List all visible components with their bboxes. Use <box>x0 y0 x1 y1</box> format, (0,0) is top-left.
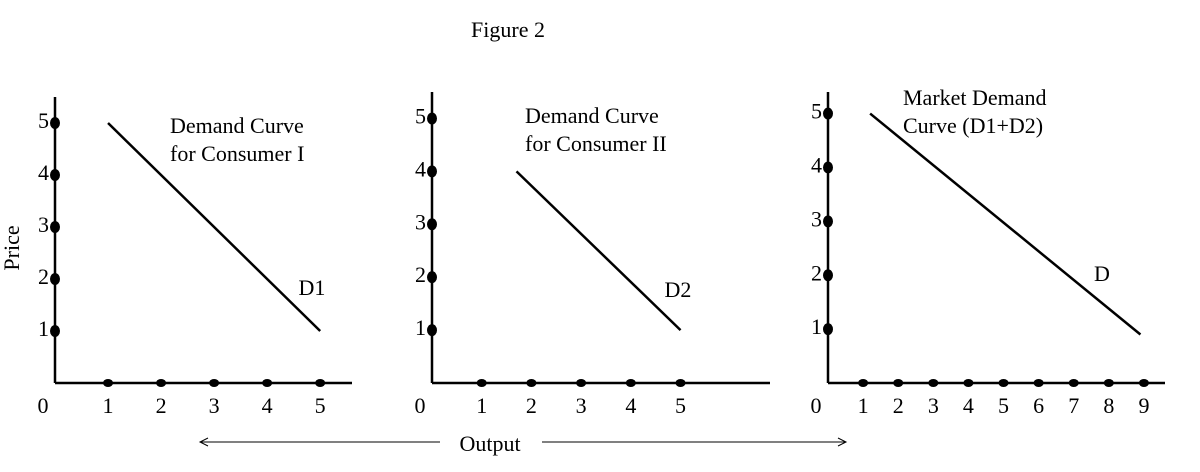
y-tick-dot <box>50 325 60 337</box>
x-tick-dot <box>625 379 636 387</box>
y-tick-dot <box>823 161 833 174</box>
annotation: Curve (D1+D2) <box>903 113 1043 138</box>
x-tick-label: 7 <box>1068 393 1079 418</box>
line-label: D1 <box>299 275 326 300</box>
y-tick-dot <box>50 117 60 129</box>
x-tick-dot <box>103 379 114 387</box>
x-tick-label: 5 <box>315 393 326 418</box>
x-tick-label: 2 <box>893 393 904 418</box>
x-axis-label: Output <box>459 431 520 456</box>
x-tick-label: 0 <box>811 393 822 418</box>
x-tick-dot <box>156 379 167 387</box>
line-label: D <box>1094 261 1110 286</box>
y-tick-dot <box>823 215 833 228</box>
x-tick-label: 1 <box>103 393 114 418</box>
arrow-head <box>837 437 848 447</box>
x-tick-label: 6 <box>1033 393 1044 418</box>
x-tick-label: 5 <box>675 393 686 418</box>
x-tick-label: 3 <box>928 393 939 418</box>
figure-title: Figure 2 <box>471 17 545 42</box>
x-tick-label: 2 <box>156 393 167 418</box>
x-tick-label: 5 <box>998 393 1009 418</box>
x-tick-dot <box>998 379 1009 387</box>
x-tick-label: 8 <box>1103 393 1114 418</box>
y-tick-dot <box>823 323 833 336</box>
x-tick-dot <box>262 379 273 387</box>
y-tick-label: 4 <box>811 152 822 177</box>
y-tick-dot <box>427 165 437 178</box>
annotation: Demand Curve <box>170 113 304 138</box>
y-tick-dot <box>50 221 60 233</box>
x-tick-label: 4 <box>262 393 273 418</box>
x-tick-label: 1 <box>858 393 869 418</box>
annotation: Market Demand <box>903 85 1047 110</box>
y-tick-label: 1 <box>415 315 426 340</box>
x-tick-label: 0 <box>415 393 426 418</box>
x-tick-dot <box>1033 379 1044 387</box>
x-tick-label: 3 <box>209 393 220 418</box>
x-tick-label: 1 <box>476 393 487 418</box>
y-tick-label: 4 <box>415 156 426 181</box>
annotation: for Consumer II <box>525 131 667 156</box>
demand-line <box>107 122 322 332</box>
y-tick-label: 2 <box>811 260 822 285</box>
y-axis-label: Price <box>0 225 24 270</box>
y-tick-label: 3 <box>38 212 49 237</box>
y-tick-label: 3 <box>811 206 822 231</box>
y-tick-label: 1 <box>811 314 822 339</box>
y-tick-label: 3 <box>415 209 426 234</box>
y-tick-label: 5 <box>38 108 49 133</box>
x-tick-dot <box>576 379 587 387</box>
y-tick-dot <box>427 112 437 125</box>
y-tick-dot <box>823 107 833 120</box>
y-tick-label: 2 <box>38 264 49 289</box>
x-tick-dot <box>315 379 326 387</box>
x-tick-label: 4 <box>963 393 974 418</box>
line-label: D2 <box>665 277 692 302</box>
y-tick-label: 4 <box>38 160 49 185</box>
x-tick-dot <box>963 379 974 387</box>
x-tick-dot <box>893 379 904 387</box>
x-tick-dot <box>476 379 487 387</box>
annotation: for Consumer I <box>170 141 304 166</box>
x-tick-label: 3 <box>576 393 587 418</box>
x-tick-dot <box>526 379 537 387</box>
x-tick-dot <box>928 379 939 387</box>
y-tick-label: 2 <box>415 262 426 287</box>
arrow-head <box>198 437 209 447</box>
x-tick-dot <box>209 379 220 387</box>
x-tick-dot <box>1068 379 1079 387</box>
y-tick-dot <box>823 269 833 282</box>
x-tick-dot <box>1138 379 1149 387</box>
x-tick-label: 0 <box>38 393 49 418</box>
x-tick-dot <box>1103 379 1114 387</box>
x-tick-dot <box>858 379 869 387</box>
x-tick-dot <box>675 379 686 387</box>
y-tick-label: 5 <box>811 99 822 124</box>
demand-line <box>515 170 682 331</box>
demand-line <box>869 112 1142 336</box>
y-tick-dot <box>50 169 60 181</box>
y-tick-label: 5 <box>415 104 426 129</box>
y-tick-dot <box>427 218 437 231</box>
annotation: Demand Curve <box>525 103 659 128</box>
x-tick-label: 4 <box>625 393 636 418</box>
y-tick-dot <box>50 273 60 285</box>
x-tick-label: 9 <box>1138 393 1149 418</box>
y-tick-dot <box>427 271 437 284</box>
x-tick-label: 2 <box>526 393 537 418</box>
y-tick-label: 1 <box>38 316 49 341</box>
y-tick-dot <box>427 324 437 337</box>
